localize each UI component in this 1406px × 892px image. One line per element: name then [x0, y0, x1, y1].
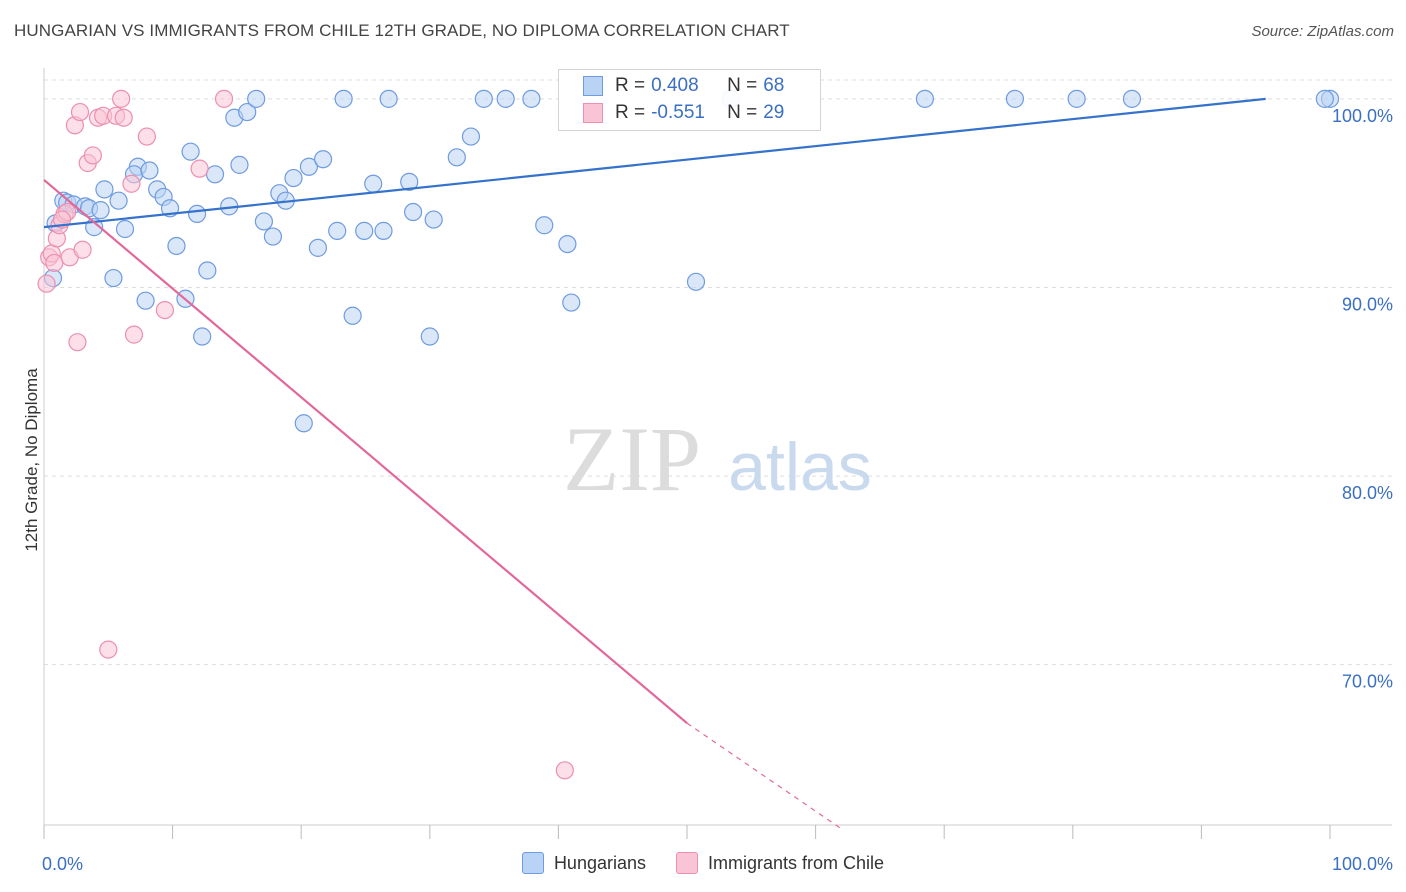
- point-chile: [83, 146, 102, 165]
- legend-swatch-hungarians: [583, 76, 603, 96]
- correlation-legend: R = 0.408 N = 68 R = -0.551 N = 29: [558, 69, 821, 131]
- point-hungarians: [558, 234, 577, 254]
- point-hungarians: [686, 272, 706, 291]
- point-hungarians: [447, 148, 466, 167]
- watermark-zip: ZIP: [563, 408, 701, 510]
- trendline-chile: [43, 179, 688, 724]
- point-hungarians: [308, 238, 328, 257]
- point-chile: [555, 761, 574, 780]
- point-hungarians: [424, 210, 443, 229]
- point-chile: [214, 89, 234, 108]
- point-hungarians: [474, 89, 493, 108]
- point-chile: [37, 274, 56, 293]
- point-chile: [114, 108, 133, 127]
- legend-item-chile[interactable]: Immigrants from Chile: [676, 852, 884, 874]
- watermark-atlas: atlas: [728, 429, 872, 505]
- legend-r-label: R =: [615, 102, 646, 123]
- point-hungarians: [334, 89, 353, 108]
- point-hungarians: [115, 219, 135, 239]
- point-hungarians: [496, 89, 515, 108]
- legend-swatch-hungarians: [521, 852, 544, 874]
- legend-label-hungarians: Hungarians: [553, 852, 646, 873]
- trendline-hungarians: [43, 97, 1266, 229]
- legend-swatch-chile: [583, 103, 603, 123]
- legend-n-value: 68: [763, 75, 785, 96]
- point-hungarians: [140, 161, 159, 180]
- point-chile: [155, 301, 174, 320]
- point-hungarians: [294, 414, 313, 433]
- legend-n-label: N =: [727, 102, 758, 123]
- point-chile: [122, 174, 141, 193]
- legend-label-chile: Immigrants from Chile: [708, 852, 885, 873]
- x-tick-label: 0.0%: [42, 854, 83, 874]
- legend-r-value: -0.551: [651, 102, 705, 123]
- point-hungarians: [1067, 89, 1086, 108]
- point-hungarians: [104, 268, 123, 288]
- point-hungarians: [284, 168, 303, 188]
- point-hungarians: [915, 89, 935, 108]
- chart-source: Source: ZipAtlas.com: [1251, 23, 1394, 40]
- point-hungarians: [167, 236, 186, 256]
- point-hungarians: [187, 204, 207, 224]
- legend-row-chile: R = -0.551 N = 29: [583, 100, 784, 126]
- point-hungarians: [1005, 89, 1025, 108]
- point-hungarians: [522, 89, 541, 108]
- point-chile: [70, 102, 90, 122]
- point-hungarians: [181, 142, 200, 161]
- point-hungarians: [1122, 89, 1142, 108]
- point-hungarians: [95, 180, 114, 199]
- y-tick-label: 90.0%: [1342, 294, 1393, 314]
- point-hungarians: [313, 150, 333, 169]
- point-hungarians: [355, 221, 374, 240]
- point-hungarians: [1315, 89, 1334, 108]
- legend-n-value: 29: [763, 102, 785, 123]
- legend-r-value: 0.408: [651, 75, 699, 96]
- point-hungarians: [136, 291, 155, 310]
- legend-row-hungarians: R = 0.408 N = 68: [583, 73, 784, 99]
- point-hungarians: [230, 155, 249, 174]
- point-hungarians: [205, 165, 225, 184]
- point-chile: [45, 253, 64, 273]
- point-hungarians: [109, 191, 128, 210]
- y-tick-label: 70.0%: [1342, 672, 1393, 692]
- point-hungarians: [193, 327, 212, 346]
- point-hungarians: [420, 327, 439, 346]
- point-hungarians: [299, 157, 319, 176]
- legend-n-label: N =: [727, 75, 758, 96]
- point-chile: [99, 640, 118, 659]
- trendline-chile-extension: [686, 722, 842, 830]
- point-hungarians: [403, 202, 423, 222]
- point-chile: [112, 89, 131, 108]
- point-hungarians: [535, 216, 554, 235]
- point-hungarians: [461, 127, 481, 146]
- point-hungarians: [263, 227, 283, 246]
- point-hungarians: [254, 212, 274, 231]
- point-hungarians: [328, 221, 347, 240]
- point-chile: [190, 159, 209, 178]
- point-hungarians: [198, 261, 217, 280]
- point-hungarians: [374, 221, 393, 240]
- series-legend: Hungarians Immigrants from Chile: [0, 852, 1406, 874]
- point-chile: [124, 325, 144, 344]
- point-hungarians: [247, 89, 266, 108]
- y-tick-label: 80.0%: [1342, 483, 1393, 503]
- x-tick-label: 100.0%: [1332, 854, 1393, 874]
- y-tick-label: 100.0%: [1332, 106, 1393, 126]
- point-hungarians: [238, 102, 257, 122]
- point-hungarians: [364, 174, 383, 193]
- point-hungarians: [400, 172, 419, 191]
- point-hungarians: [562, 293, 581, 312]
- point-hungarians: [379, 89, 398, 108]
- point-chile: [68, 333, 87, 352]
- legend-swatch-chile: [676, 852, 698, 874]
- legend-r-label: R =: [615, 75, 646, 96]
- point-hungarians: [343, 306, 362, 325]
- legend-item-hungarians[interactable]: Hungarians: [521, 852, 646, 874]
- point-chile: [73, 240, 92, 259]
- point-chile: [137, 127, 156, 146]
- point-hungarians: [91, 201, 110, 220]
- chart-title: HUNGARIAN VS IMMIGRANTS FROM CHILE 12TH …: [14, 21, 790, 40]
